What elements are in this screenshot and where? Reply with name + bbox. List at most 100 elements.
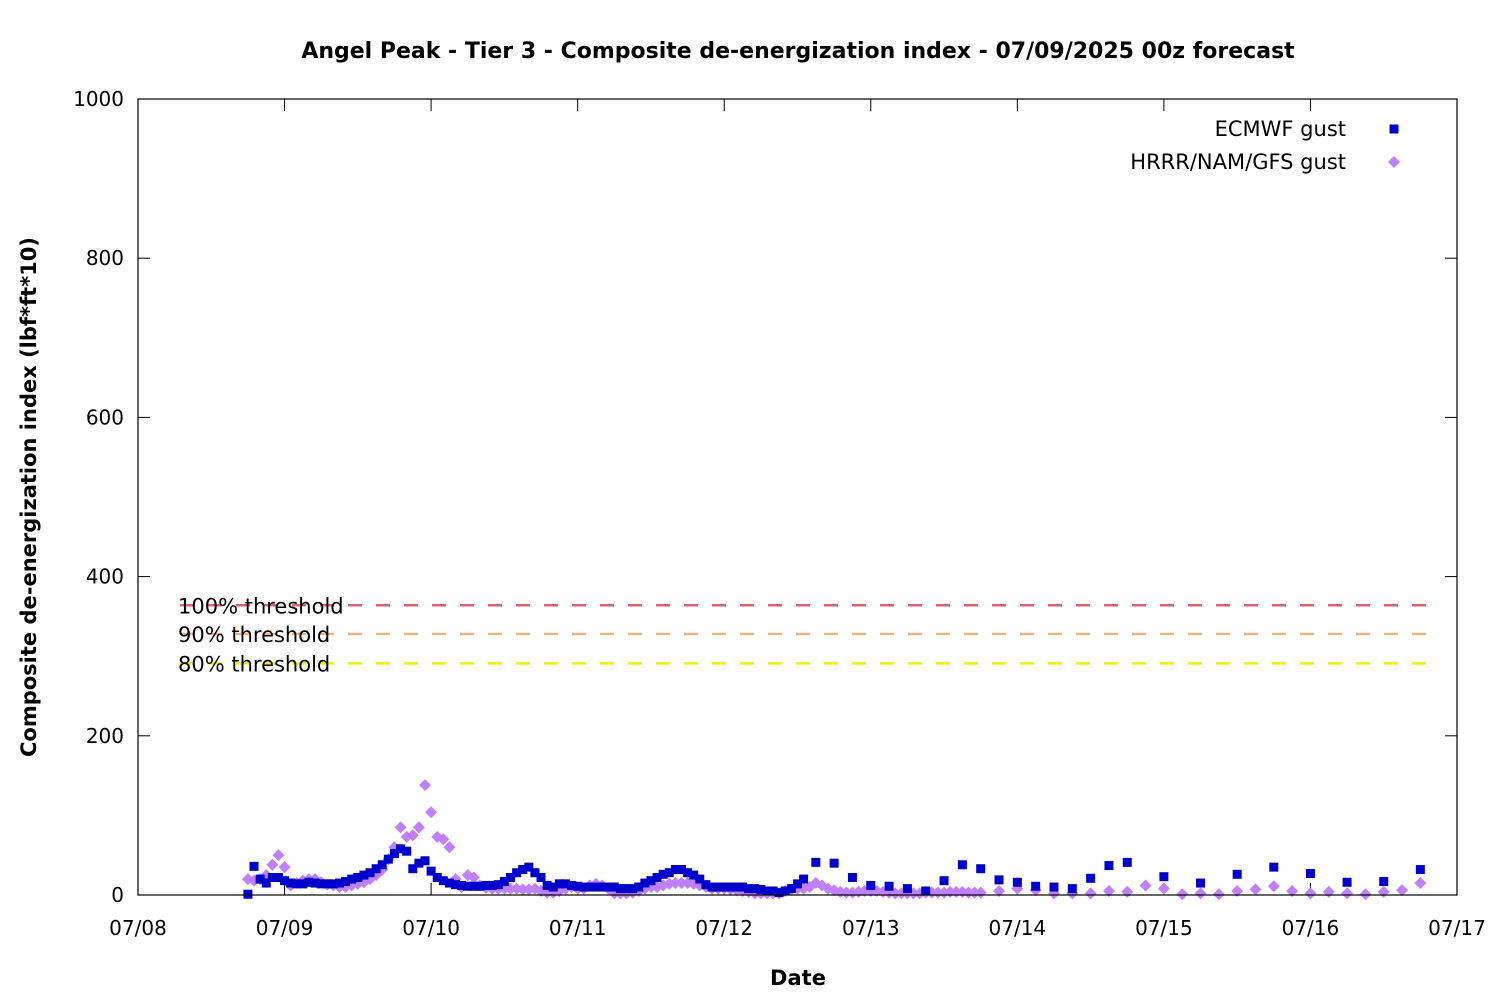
ecmwf-data-point	[286, 878, 296, 888]
ecmwf-data-point	[1305, 869, 1315, 879]
hrrr-data-point	[669, 877, 682, 890]
ecmwf-data-point	[793, 879, 802, 889]
legend-marker	[1389, 124, 1399, 134]
ecmwf-data-point	[1086, 873, 1096, 883]
ecmwf-data-point	[377, 860, 387, 870]
ecmwf-data-point	[249, 861, 259, 871]
ecmwf-data-point	[420, 856, 430, 866]
ecmwf-data-point	[408, 864, 418, 874]
y-tick-label: 800	[86, 246, 124, 270]
ecmwf-data-point	[475, 881, 485, 891]
hrrr-data-point	[1396, 884, 1409, 897]
ecmwf-data-point	[1379, 876, 1389, 886]
ecmwf-data-point	[432, 872, 442, 882]
hrrr-data-point	[675, 877, 688, 890]
ecmwf-data-point	[902, 884, 912, 894]
hrrr-data-point	[443, 841, 456, 854]
hrrr-data-point	[278, 861, 291, 874]
ecmwf-data-point	[292, 879, 302, 889]
x-tick-label: 07/11	[549, 916, 607, 940]
legend-marker	[1388, 156, 1400, 168]
ecmwf-data-point	[664, 868, 674, 878]
hrrr-data-point	[266, 858, 279, 871]
ecmwf-data-point	[548, 882, 558, 892]
y-tick-label: 400	[86, 565, 124, 589]
hrrr-data-point	[968, 886, 981, 899]
ecmwf-data-point	[1342, 877, 1352, 887]
x-axis: 07/08 07/09 07/10 07/11 07/12 07/13 07/14 07/15…	[109, 99, 1486, 940]
ecmwf-data-point	[389, 849, 399, 859]
y-tick-label: 600	[86, 405, 124, 429]
x-tick-label: 07/10	[402, 916, 460, 940]
legend: ECMWF gust HRRR/NAM/GFS gust	[1130, 117, 1400, 174]
ecmwf-data-point	[884, 881, 894, 891]
ecmwf-data-point	[921, 886, 931, 896]
hrrr-data-point	[1084, 887, 1097, 900]
ecmwf-data-point	[518, 865, 528, 875]
hrrr-data-point	[1249, 883, 1262, 896]
ecmwf-data-point	[738, 882, 748, 892]
ecmwf-data-point	[487, 880, 497, 890]
hrrr-data-point	[1102, 885, 1115, 898]
ecmwf-data-point	[396, 844, 406, 854]
hrrr-data-point	[516, 883, 529, 896]
ecmwf-data-point	[328, 879, 338, 889]
ecmwf-data-point	[786, 884, 796, 894]
x-tick-label: 07/17	[1428, 916, 1486, 940]
ecmwf-data-point	[536, 872, 546, 882]
ecmwf-data-point	[341, 876, 351, 886]
ecmwf-data-point	[402, 846, 412, 856]
data-series	[241, 779, 1427, 901]
ecmwf-data-point	[280, 876, 290, 886]
ecmwf-data-point	[976, 864, 986, 874]
ecmwf-data-point	[463, 881, 473, 891]
y-axis: 0 200 400 600 800 1000	[73, 87, 1457, 907]
hrrr-data-point	[425, 806, 438, 819]
hrrr-data-point	[1359, 888, 1372, 901]
ecmwf-data-point	[847, 872, 857, 882]
ecmwf-data-point	[573, 881, 583, 891]
ecmwf-data-point	[585, 882, 595, 892]
x-tick-label: 07/14	[989, 916, 1047, 940]
ecmwf-data-point	[353, 872, 363, 882]
ecmwf-data-point	[1049, 882, 1059, 892]
ecmwf-data-point	[304, 877, 314, 887]
ecmwf-data-point	[780, 886, 790, 896]
ecmwf-data-point	[597, 882, 607, 892]
ecmwf-data-point	[469, 881, 479, 891]
ecmwf-data-point	[628, 884, 638, 894]
hrrr-data-point	[1231, 885, 1244, 898]
ecmwf-data-point	[640, 878, 650, 888]
ecmwf-data-point	[591, 882, 601, 892]
ecmwf-data-point	[866, 880, 876, 890]
ecmwf-data-point	[542, 880, 552, 890]
ecmwf-data-point	[310, 878, 320, 888]
ecmwf-data-point	[365, 868, 375, 878]
hrrr-data-point	[1286, 885, 1299, 898]
ecmwf-data-point	[1159, 872, 1169, 882]
ecmwf-data-point	[731, 882, 741, 892]
ecmwf-data-point	[774, 888, 784, 898]
hrrr-data-point	[1341, 887, 1354, 900]
ecmwf-data-point	[322, 879, 332, 889]
ecmwf-data-point	[359, 870, 369, 880]
ecmwf-data-point	[689, 870, 699, 880]
y-tick-label: 1000	[73, 87, 124, 111]
ecmwf-data-point	[994, 875, 1004, 885]
ecmwf-data-point	[243, 889, 253, 899]
hrrr-data-point	[412, 821, 425, 834]
ecmwf-data-point	[1269, 862, 1279, 872]
ecmwf-data-point	[1067, 884, 1077, 894]
hrrr-data-point	[1157, 882, 1170, 895]
ecmwf-data-point	[658, 869, 668, 879]
ecmwf-data-point	[799, 874, 809, 884]
ecmwf-data-point	[255, 874, 265, 884]
hrrr-data-point	[1267, 880, 1280, 893]
ecmwf-data-point	[762, 886, 772, 896]
ecmwf-data-point	[652, 872, 662, 882]
ecmwf-data-point	[701, 880, 711, 890]
x-tick-label: 07/09	[256, 916, 314, 940]
ecmwf-data-point	[670, 865, 680, 875]
ecmwf-data-point	[1104, 861, 1114, 871]
